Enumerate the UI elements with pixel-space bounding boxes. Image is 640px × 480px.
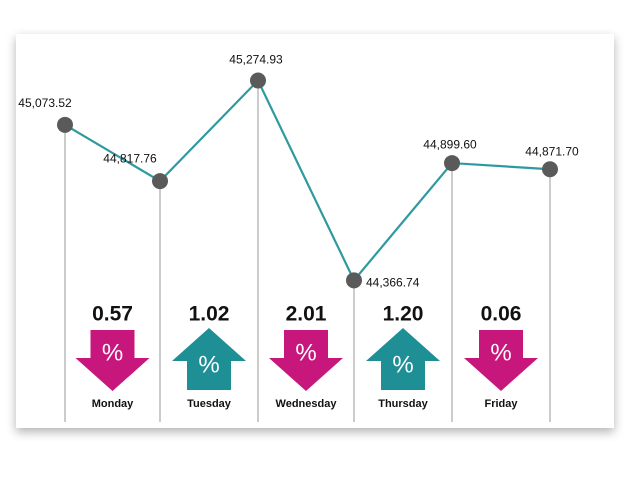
value-label: 44,871.70 <box>525 144 579 158</box>
day-label: Tuesday <box>187 398 232 410</box>
value-label: 44,366.74 <box>366 275 420 289</box>
change-label: 1.20 <box>383 303 424 326</box>
arrow-symbol: % <box>295 339 316 366</box>
day-label: Monday <box>92 398 134 410</box>
day-label: Wednesday <box>276 398 338 410</box>
point <box>542 161 558 178</box>
value-label: 44,817.76 <box>103 151 157 165</box>
down-arrow <box>75 330 150 391</box>
up-arrow <box>366 328 440 390</box>
arrow-symbol: % <box>102 339 123 366</box>
change-label: 1.02 <box>189 303 230 326</box>
up-arrow <box>172 328 246 390</box>
value-label: 44,899.60 <box>423 137 477 151</box>
day-label: Friday <box>484 398 518 410</box>
down-arrow <box>269 330 343 391</box>
point <box>346 272 362 289</box>
point <box>57 116 73 133</box>
index-line <box>64 78 551 283</box>
change-label: 0.57 <box>92 303 133 326</box>
arrow-symbol: % <box>392 351 413 378</box>
value-label: 45,073.52 <box>18 96 72 110</box>
arrow-symbol: % <box>198 351 219 378</box>
down-arrow <box>464 330 538 391</box>
change-label: 2.01 <box>286 303 327 326</box>
value-label: 45,274.93 <box>229 53 283 67</box>
point <box>152 173 168 190</box>
arrow-symbol: % <box>490 339 511 366</box>
point <box>250 72 266 89</box>
change-label: 0.06 <box>481 303 522 326</box>
point <box>444 155 460 172</box>
day-label: Thursday <box>378 398 428 410</box>
